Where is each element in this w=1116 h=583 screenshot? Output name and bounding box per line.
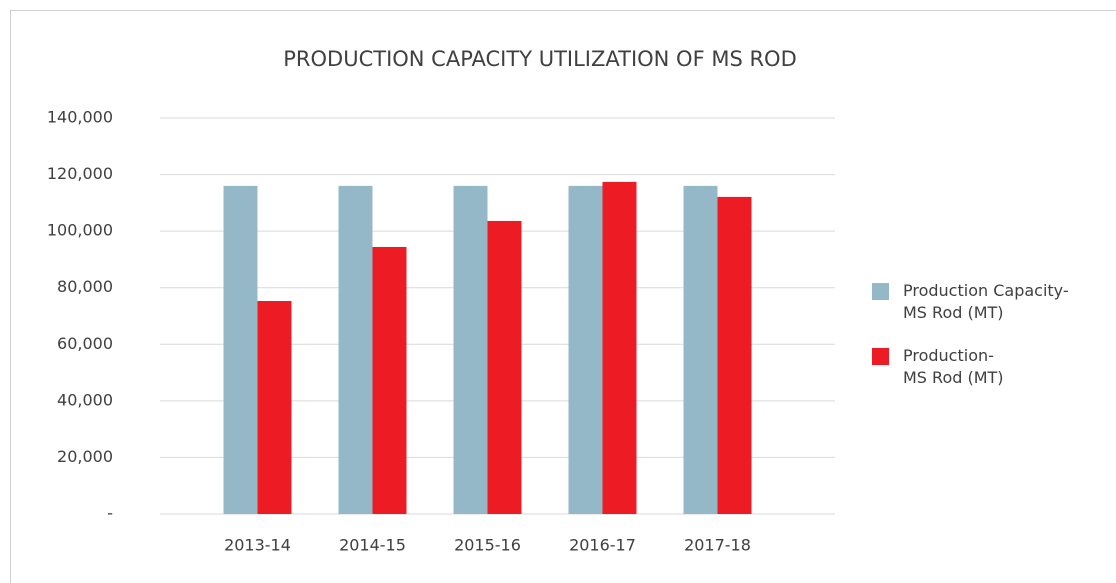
bar xyxy=(683,185,718,514)
y-tick-label: 140,000 xyxy=(47,108,113,127)
legend-label: Production Capacity- MS Rod (MT) xyxy=(903,281,1069,322)
chart-title: PRODUCTION CAPACITY UTILIZATION OF MS RO… xyxy=(283,47,797,71)
bar xyxy=(717,196,752,514)
y-tick-label: 80,000 xyxy=(57,277,113,296)
bar xyxy=(453,185,488,514)
y-tick-label: 100,000 xyxy=(47,221,113,240)
y-tick-label: 60,000 xyxy=(57,334,113,353)
bar xyxy=(223,185,258,514)
bar xyxy=(602,181,637,514)
y-tick-label: - xyxy=(107,504,113,523)
bar xyxy=(257,301,292,514)
bar xyxy=(487,220,522,514)
legend-label: Production- MS Rod (MT) xyxy=(903,346,1004,387)
bar xyxy=(372,246,407,515)
x-tick-label: 2014-15 xyxy=(339,536,406,555)
bar xyxy=(568,185,603,514)
legend-swatch xyxy=(872,348,889,365)
y-tick-label: 40,000 xyxy=(57,390,113,409)
x-tick-label: 2013-14 xyxy=(224,536,291,555)
legend-item: Production Capacity- MS Rod (MT) xyxy=(872,280,1069,324)
y-tick-label: 120,000 xyxy=(47,164,113,183)
x-tick-label: 2016-17 xyxy=(569,536,636,555)
legend-swatch xyxy=(872,283,889,300)
chart-frame xyxy=(10,10,1116,583)
y-tick-label: 20,000 xyxy=(57,447,113,466)
legend-item: Production- MS Rod (MT) xyxy=(872,345,1004,389)
bar xyxy=(338,185,373,514)
x-tick-label: 2017-18 xyxy=(684,536,751,555)
x-tick-label: 2015-16 xyxy=(454,536,521,555)
